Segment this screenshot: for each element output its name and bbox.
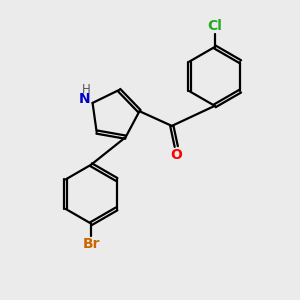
Text: Cl: Cl — [207, 19, 222, 33]
Text: H: H — [81, 83, 90, 96]
Text: Br: Br — [82, 237, 100, 251]
Text: O: O — [170, 148, 182, 162]
Text: N: N — [79, 92, 90, 106]
